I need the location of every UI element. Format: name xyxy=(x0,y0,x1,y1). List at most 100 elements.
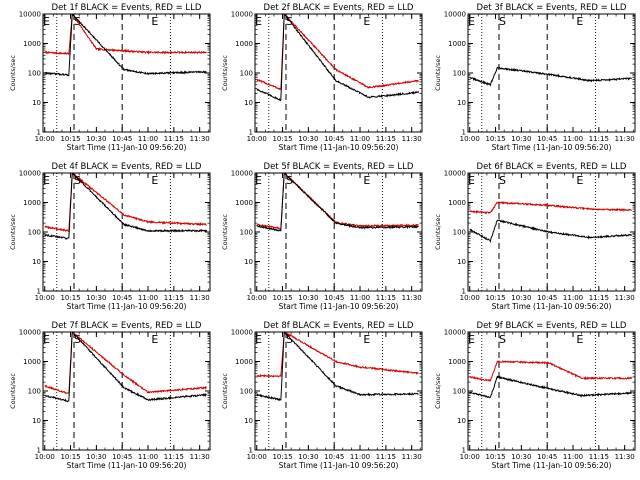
y-tick-label: 10000 xyxy=(444,329,466,337)
y-tick-label: 10000 xyxy=(231,11,253,19)
y-tick-label: 10000 xyxy=(19,170,41,178)
x-tick-label: 10:15 xyxy=(485,135,505,143)
y-tick-label: 1 xyxy=(462,288,466,296)
y-tick-label: 100 xyxy=(453,388,466,396)
y-tick-label: 1000 xyxy=(23,40,41,48)
x-tick-label: 10:45 xyxy=(112,135,132,143)
y-axis-label: Counts/sec xyxy=(434,214,442,250)
detector-chart-2: Det 2f BLACK = Events, RED = LLD 1 10 100 10… xyxy=(221,3,423,152)
x-tick-label: 10:30 xyxy=(298,135,318,143)
x-axis-label: Start Time (11-Jan-10 09:56:20) xyxy=(67,461,187,470)
x-tick-label: 10:30 xyxy=(511,135,531,143)
x-tick-label: 11:00 xyxy=(350,135,370,143)
x-axis-label: Start Time (11-Jan-10 09:56:20) xyxy=(492,302,612,311)
plot-frame xyxy=(42,331,211,451)
event-marker-e: E xyxy=(151,15,158,28)
event-marker-e: E xyxy=(468,15,475,28)
chart-title: Det 7f BLACK = Events, RED = LLD xyxy=(52,321,202,331)
event-marker-e: E xyxy=(363,174,370,187)
x-tick-label: 11:00 xyxy=(563,453,583,461)
x-axis-label: Start Time (11-Jan-10 09:56:20) xyxy=(279,143,399,152)
series-line-events xyxy=(44,173,208,240)
y-tick-label: 10 xyxy=(244,417,253,425)
y-axis-label: Counts/sec xyxy=(9,55,17,91)
y-tick-label: 10000 xyxy=(444,11,466,19)
x-axis-label: Start Time (11-Jan-10 09:56:20) xyxy=(279,302,399,311)
series-line-events xyxy=(469,219,633,244)
plot-frame xyxy=(42,172,211,292)
x-tick-label: 10:30 xyxy=(298,294,318,302)
plot-frame xyxy=(254,331,423,451)
y-tick-label: 1000 xyxy=(235,199,253,207)
y-axis-label: Counts/sec xyxy=(434,55,442,91)
y-tick-label: 1 xyxy=(37,288,41,296)
event-marker-e: E xyxy=(576,15,583,28)
y-tick-label: 1 xyxy=(249,288,253,296)
event-marker-e: E xyxy=(468,174,475,187)
event-marker-e: E xyxy=(363,333,370,346)
y-tick-label: 1000 xyxy=(235,40,253,48)
series-line-events xyxy=(256,14,420,102)
x-tick-label: 11:00 xyxy=(138,135,158,143)
x-tick-label: 11:30 xyxy=(190,453,210,461)
event-marker-s: S xyxy=(499,15,506,28)
event-marker-e: E xyxy=(255,15,262,28)
x-tick-label: 11:00 xyxy=(563,294,583,302)
plot-frame xyxy=(254,13,423,133)
x-tick-label: 10:00 xyxy=(460,453,480,461)
y-tick-label: 100 xyxy=(453,70,466,78)
y-tick-label: 1000 xyxy=(448,40,466,48)
y-axis-label: Counts/sec xyxy=(9,214,17,250)
series-line-lld xyxy=(256,332,419,378)
y-tick-label: 100 xyxy=(28,70,41,78)
y-axis-label: Counts/sec xyxy=(9,373,17,409)
event-marker-e: E xyxy=(576,174,583,187)
chart-title: Det 1f BLACK = Events, RED = LLD xyxy=(52,3,202,13)
x-tick-label: 10:15 xyxy=(485,453,505,461)
x-tick-label: 10:45 xyxy=(537,135,557,143)
x-tick-label: 10:15 xyxy=(60,135,80,143)
event-marker-e: E xyxy=(43,15,50,28)
x-axis-label: Start Time (11-Jan-10 09:56:20) xyxy=(279,461,399,470)
x-tick-label: 11:30 xyxy=(402,453,422,461)
x-tick-label: 10:00 xyxy=(460,135,480,143)
x-tick-label: 10:45 xyxy=(112,294,132,302)
x-tick-label: 10:30 xyxy=(86,135,106,143)
event-marker-e: E xyxy=(151,333,158,346)
x-axis-label: Start Time (11-Jan-10 09:56:20) xyxy=(67,143,187,152)
event-marker-s: S xyxy=(286,174,293,187)
x-tick-label: 11:15 xyxy=(164,453,184,461)
series-line-lld xyxy=(44,173,207,233)
x-tick-label: 10:00 xyxy=(35,453,55,461)
chart-title: Det 6f BLACK = Events, RED = LLD xyxy=(477,162,627,172)
plot-frame xyxy=(467,331,636,451)
y-tick-label: 100 xyxy=(28,229,41,237)
x-tick-label: 10:00 xyxy=(247,135,267,143)
x-tick-label: 11:15 xyxy=(376,453,396,461)
y-tick-label: 100 xyxy=(240,229,253,237)
x-tick-label: 10:30 xyxy=(86,294,106,302)
x-tick-label: 10:45 xyxy=(537,294,557,302)
series-line-events xyxy=(256,332,419,402)
y-tick-label: 1000 xyxy=(448,358,466,366)
x-tick-label: 11:30 xyxy=(615,294,635,302)
y-tick-label: 1000 xyxy=(235,358,253,366)
y-tick-label: 1 xyxy=(462,129,466,137)
y-tick-label: 10 xyxy=(457,99,466,107)
x-tick-label: 10:45 xyxy=(112,453,132,461)
plot-frame xyxy=(254,172,423,292)
x-tick-label: 11:15 xyxy=(164,135,184,143)
x-tick-label: 10:15 xyxy=(60,294,80,302)
series-line-lld xyxy=(469,359,633,382)
event-marker-s: S xyxy=(499,333,506,346)
y-tick-label: 10 xyxy=(32,417,41,425)
y-axis-label: Counts/sec xyxy=(221,373,229,409)
detector-chart-4: Det 4f BLACK = Events, RED = LLD 1 10 100 10… xyxy=(9,162,211,311)
x-tick-label: 10:15 xyxy=(60,453,80,461)
detector-chart-7: Det 7f BLACK = Events, RED = LLD 1 10 100 10… xyxy=(9,321,211,470)
x-axis-label: Start Time (11-Jan-10 09:56:20) xyxy=(492,461,612,470)
x-tick-label: 10:45 xyxy=(324,135,344,143)
y-axis-label: Counts/sec xyxy=(221,214,229,250)
y-tick-label: 10 xyxy=(457,417,466,425)
x-tick-label: 11:30 xyxy=(402,135,422,143)
